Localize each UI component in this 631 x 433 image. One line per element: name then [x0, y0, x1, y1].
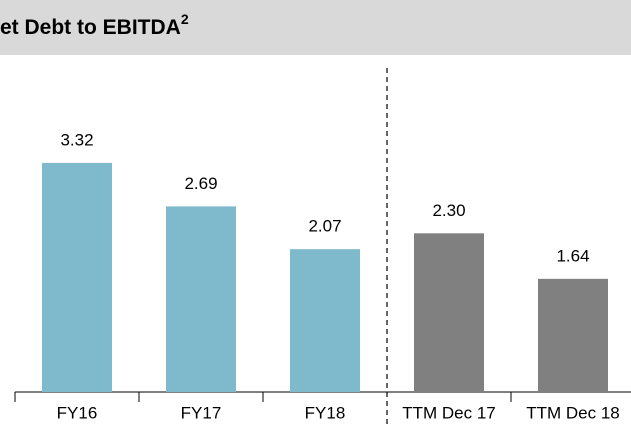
- bar: [538, 278, 608, 392]
- bar: [42, 162, 112, 392]
- bar: [414, 233, 484, 392]
- x-tick-label: FY18: [305, 403, 346, 422]
- header-band: [0, 0, 631, 55]
- bar: [290, 249, 360, 392]
- title-superscript: 2: [181, 11, 189, 27]
- value-label: 2.30: [432, 201, 465, 220]
- x-tick-label: FY16: [57, 403, 98, 422]
- x-tick-label: TTM Dec 18: [526, 403, 620, 422]
- chart-title: et Debt to EBITDA2: [0, 11, 189, 39]
- x-tick-label: TTM Dec 17: [402, 403, 496, 422]
- value-label: 3.32: [60, 130, 93, 149]
- value-label: 1.64: [556, 246, 589, 265]
- x-tick-label: FY17: [181, 403, 222, 422]
- value-label: 2.69: [184, 174, 217, 193]
- title-text: et Debt to EBITDA: [0, 16, 181, 39]
- bar: [166, 206, 236, 392]
- value-label: 2.07: [308, 217, 341, 236]
